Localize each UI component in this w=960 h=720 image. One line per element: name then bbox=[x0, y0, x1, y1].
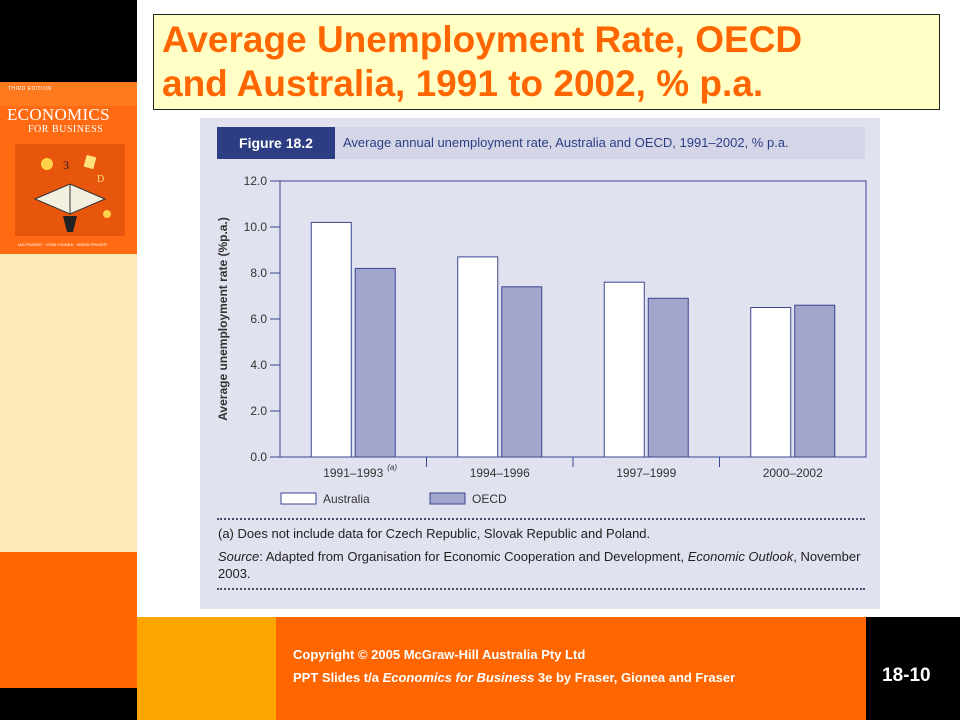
bar-australia-1 bbox=[310, 221, 352, 458]
legend-label-oecd: OECD bbox=[472, 492, 507, 506]
source-text-2: , November 2003. bbox=[218, 549, 861, 581]
left-sidebar-cream-band bbox=[0, 252, 137, 552]
book-cover-top-band bbox=[0, 82, 137, 106]
ppt-prefix: PPT Slides t/a bbox=[293, 670, 383, 685]
divider-rule bbox=[217, 518, 865, 520]
slide-title: Average Unemployment Rate, OECD and Aust… bbox=[162, 19, 803, 104]
bar-oecd-3 bbox=[647, 297, 689, 458]
bar-oecd-1 bbox=[354, 267, 396, 458]
x-tick-label: 2000–2002 bbox=[763, 466, 823, 480]
y-tick-label: 10.0 bbox=[244, 220, 268, 234]
y-tick-label: 2.0 bbox=[250, 404, 267, 418]
ppt-credit: PPT Slides t/a Economics for Business 3e… bbox=[293, 670, 735, 685]
bar-australia-4 bbox=[750, 307, 792, 458]
figure-label: Figure 18.2 bbox=[217, 127, 335, 159]
left-sidebar-orange-band bbox=[0, 552, 137, 688]
x-tick-superscript: (a) bbox=[387, 463, 397, 472]
bar-australia-3 bbox=[603, 281, 645, 458]
figure-footnote: (a) Does not include data for Czech Repu… bbox=[218, 526, 651, 541]
book-cover: THIRD EDITION ECONOMICS FOR BUSINESS 3 D… bbox=[0, 82, 137, 254]
source-text-1: : Adapted from Organisation for Economic… bbox=[259, 549, 688, 564]
ppt-suffix: 3e by Fraser, Gionea and Fraser bbox=[534, 670, 736, 685]
ppt-book-title: Economics for Business bbox=[382, 670, 535, 685]
svg-text:3: 3 bbox=[63, 158, 69, 172]
legend-swatch-australia bbox=[280, 492, 317, 505]
source-publication: Economic Outlook bbox=[687, 549, 794, 564]
bar-australia-2 bbox=[457, 256, 499, 458]
footer-left-block bbox=[137, 617, 276, 720]
y-tick-label: 4.0 bbox=[250, 358, 267, 372]
bar-oecd-2 bbox=[501, 286, 543, 458]
x-tick-label: 1994–1996 bbox=[470, 466, 530, 480]
y-tick-label: 6.0 bbox=[250, 312, 267, 326]
y-tick-label: 12.0 bbox=[244, 174, 268, 188]
figure-caption: Average annual unemployment rate, Austra… bbox=[343, 135, 789, 150]
bottom-rule bbox=[217, 588, 865, 590]
book-cover-edition: THIRD EDITION bbox=[8, 86, 52, 92]
bar-chart: 0.0 2.0 4.0 6.0 8.0 10.0 12.0 Average unemploym… bbox=[216, 174, 867, 506]
book-cover-authors: IAN FRASER · JOHN GIONEA · SIMON FRASER bbox=[18, 242, 107, 247]
x-tick-label: 1991–1993 bbox=[323, 466, 383, 480]
x-tick-label: 1997–1999 bbox=[616, 466, 676, 480]
bar-oecd-4 bbox=[794, 304, 836, 458]
slide-title-box: Average Unemployment Rate, OECD and Aust… bbox=[153, 14, 940, 110]
book-cover-title-line2: FOR BUSINESS bbox=[28, 124, 104, 135]
figure-panel: Figure 18.2 Average annual unemployment … bbox=[200, 118, 880, 609]
copyright-text: Copyright © 2005 McGraw-Hill Australia P… bbox=[293, 647, 586, 662]
slide-number: 18-10 bbox=[882, 665, 931, 686]
book-cover-title-line1: ECONOMICS bbox=[7, 105, 110, 124]
source-label: Source bbox=[218, 549, 260, 564]
figure-header: Figure 18.2 Average annual unemployment … bbox=[217, 127, 865, 159]
svg-text:D: D bbox=[97, 174, 104, 185]
footer-band bbox=[276, 617, 866, 720]
book-cover-illustration: 3 D bbox=[15, 144, 125, 236]
y-tick-label: 0.0 bbox=[250, 450, 267, 464]
legend-swatch-oecd bbox=[429, 492, 466, 505]
y-tick-label: 8.0 bbox=[250, 266, 267, 280]
figure-source: Source: Adapted from Organisation for Ec… bbox=[218, 548, 868, 582]
footer-number-block bbox=[866, 617, 960, 720]
y-axis-label: Average unemployment rate (%p.a.) bbox=[216, 217, 230, 421]
legend-label-australia: Australia bbox=[323, 492, 370, 506]
